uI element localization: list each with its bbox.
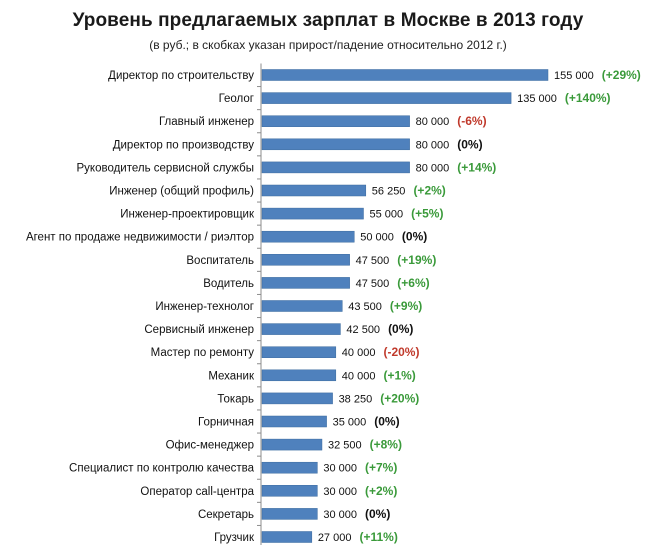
category-label: Агент по продаже недвижимости / риэлтор (26, 232, 254, 244)
category-label: Секретарь (198, 509, 254, 521)
value-label: 30 000 (323, 486, 357, 498)
change-label: (0%) (374, 415, 399, 429)
category-label: Директор по строительству (108, 70, 254, 82)
category-label: Водитель (203, 278, 254, 290)
category-label: Инженер-технолог (155, 301, 254, 313)
change-label: (+1%) (383, 368, 415, 382)
change-label: (+11%) (359, 530, 397, 544)
change-label: (+7%) (365, 461, 397, 475)
value-label: 155 000 (554, 70, 594, 82)
change-label: (+140%) (565, 91, 611, 105)
value-label: 80 000 (416, 116, 450, 128)
bar (261, 438, 323, 451)
category-label: Механик (208, 370, 255, 382)
chart-title: Уровень предлагаемых зарплат в Москве в … (72, 10, 584, 31)
change-label: (-6%) (457, 114, 486, 128)
category-label: Геолог (219, 93, 254, 105)
value-label: 30 000 (323, 509, 357, 521)
category-label: Воспитатель (186, 255, 254, 267)
bar (261, 461, 318, 474)
value-label: 42 500 (346, 324, 380, 336)
change-label: (+8%) (370, 438, 402, 452)
value-label: 40 000 (342, 347, 376, 359)
value-label: 80 000 (416, 139, 450, 151)
value-label: 56 250 (372, 186, 406, 198)
value-label: 32 500 (328, 440, 362, 452)
bar (261, 531, 313, 543)
change-label: (+14%) (457, 160, 496, 174)
bar (261, 230, 355, 243)
change-label: (+5%) (411, 207, 443, 221)
change-label: (+6%) (397, 276, 429, 290)
bar (261, 415, 327, 428)
bar (261, 508, 318, 520)
value-label: 30 000 (323, 463, 357, 475)
bar (261, 115, 410, 127)
bar (261, 323, 341, 335)
category-label: Оператор call-центра (140, 486, 254, 498)
bar (261, 300, 343, 312)
value-label: 50 000 (360, 232, 394, 244)
bar (261, 138, 410, 151)
category-label: Руководитель сервисной службы (77, 162, 255, 174)
category-label: Специалист по контролю качества (69, 463, 255, 475)
category-label: Главный инженер (159, 116, 254, 128)
change-label: (-20%) (383, 345, 419, 359)
change-label: (0%) (365, 507, 390, 521)
value-label: 80 000 (416, 162, 450, 174)
bar (261, 369, 337, 382)
bar (261, 207, 364, 220)
change-label: (0%) (457, 137, 482, 151)
category-label: Инженер-проектировщик (120, 209, 255, 221)
category-label: Офис-менеджер (166, 440, 254, 452)
change-label: (+20%) (380, 391, 419, 405)
change-label: (0%) (402, 230, 427, 244)
change-label: (+29%) (602, 68, 641, 82)
category-label: Горничная (198, 417, 254, 429)
bar (261, 392, 333, 405)
category-label: Директор по производству (113, 139, 255, 151)
value-label: 40 000 (342, 370, 376, 382)
value-label: 27 000 (318, 532, 352, 544)
value-label: 38 250 (339, 393, 373, 405)
change-label: (+2%) (413, 184, 445, 198)
bar (261, 184, 367, 197)
value-label: 135 000 (517, 93, 557, 105)
bar (261, 254, 350, 266)
value-label: 43 500 (348, 301, 382, 313)
value-label: 35 000 (333, 417, 367, 429)
category-label: Мастер по ремонту (151, 347, 255, 359)
category-label: Грузчик (214, 532, 255, 544)
value-label: 47 500 (356, 278, 390, 290)
bar (261, 485, 318, 497)
bar (261, 161, 410, 174)
change-label: (0%) (388, 322, 413, 336)
category-label: Токарь (217, 393, 254, 405)
change-label: (+19%) (397, 253, 436, 267)
bar (261, 277, 350, 289)
category-label: Инженер (общий профиль) (109, 186, 254, 198)
change-label: (+2%) (365, 484, 397, 498)
change-label: (+9%) (390, 299, 422, 313)
value-label: 55 000 (369, 209, 403, 221)
category-label: Сервисный инженер (144, 324, 254, 336)
bar (261, 92, 512, 104)
bar (261, 346, 337, 358)
value-label: 47 500 (356, 255, 390, 267)
chart-subtitle: (в руб.; в скобках указан прирост/падени… (149, 38, 507, 52)
bar (261, 69, 549, 81)
